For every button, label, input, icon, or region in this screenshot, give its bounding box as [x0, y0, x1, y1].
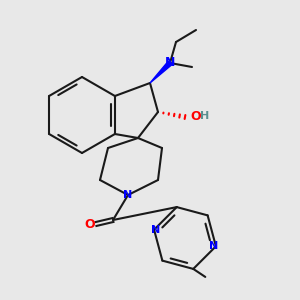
Text: N: N — [152, 225, 161, 235]
Text: O: O — [85, 218, 95, 230]
Text: N: N — [123, 190, 133, 200]
Polygon shape — [150, 61, 172, 83]
Text: O: O — [190, 110, 201, 122]
Text: N: N — [165, 56, 175, 68]
Text: N: N — [209, 241, 218, 251]
Text: H: H — [200, 111, 209, 121]
